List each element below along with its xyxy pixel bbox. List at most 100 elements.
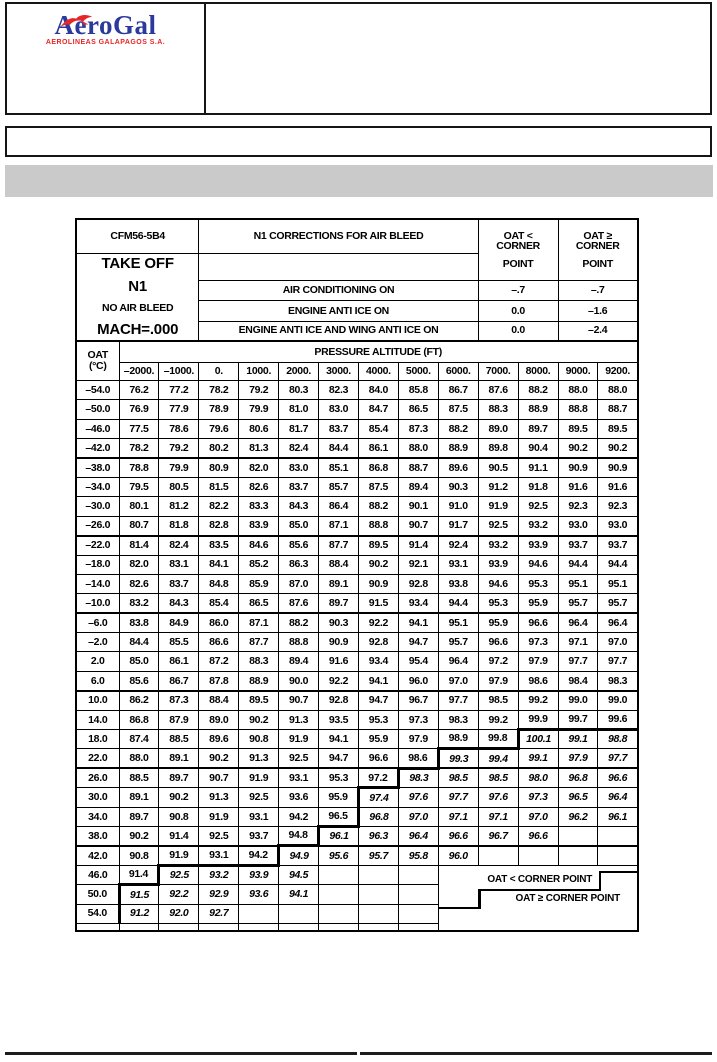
n1-value-cell: 92.8 [397,573,439,595]
n1-value-cell: 95.4 [397,651,439,672]
n1-value-cell: 85.0 [118,651,160,672]
n1-value-cell: 85.5 [158,632,200,653]
n1-value-cell: 92.2 [357,612,399,634]
n1-value-cell: 85.4 [198,593,240,614]
n1-value-cell: 97.2 [357,767,399,789]
n1-value-cell: 90.2 [238,709,280,731]
n1-value-cell: 93.8 [437,573,479,595]
altitude-col-header: 6000. [437,362,479,381]
n1-value-cell: 97.7 [557,651,599,672]
n1-value-cell: 89.7 [517,418,559,440]
table-row: 14.0 86.8 87.9 89.0 90.2 91.3 93.5 95.3 97.3 98.3… [75,709,639,731]
n1-value-cell: 95.1 [597,573,639,595]
n1-value-cell: 95.1 [437,612,479,634]
n1-value-cell [238,903,280,924]
n1-value-cell: 92.9 [198,884,240,905]
n1-value-cell: 96.6 [597,767,639,789]
n1-value-cell: 91.5 [117,883,160,905]
n1-value-cell: 89.6 [437,457,479,478]
n1-value-cell: 89.5 [357,534,399,556]
n1-value-cell: 83.9 [238,515,280,537]
n1-value-cell: 91.9 [477,496,519,517]
n1-value-cell: 87.1 [318,515,359,537]
oat-column-header: OAT (°C) [75,339,120,381]
n1-value-cell: 76.9 [118,399,160,420]
n1-value-cell [397,864,439,886]
correction-label-cell: ENGINE ANTI ICE AND WING ANTI ICE ON [198,320,479,342]
n1-value-cell: 85.4 [357,418,399,440]
oat-ge-line2: CORNER [575,240,620,253]
header-title-cell [206,4,710,113]
table-row: 18.0 87.4 88.5 89.6 90.8 91.9 94.1 95.9 97.9 98.9… [75,728,639,750]
oat-value-cell: –34.0 [75,476,120,498]
n1-value-cell: 91.8 [517,476,559,498]
oat-value-cell: 14.0 [75,709,120,731]
table-row: 34.0 89.7 90.8 91.9 93.1 94.2 96.5 96.8 97.0 97.1… [75,806,639,827]
n1-value-cell [597,825,639,847]
oat-value-cell: 10.0 [75,689,120,711]
n1-value-cell: 83.2 [118,593,160,614]
altitude-col-header: 5000. [397,362,439,381]
table-row: 6.0 85.6 86.7 87.8 88.9 90.0 92.2 94.1 96.0 97.0 9… [75,670,639,692]
table-row: –18.0 82.0 83.1 84.1 85.2 86.3 88.4 90.2 92.1 93.… [75,554,639,575]
n1-value-cell: 87.7 [318,534,359,556]
n1-value-cell: 94.6 [477,573,519,595]
n1-value-cell: 90.2 [557,438,599,459]
n1-value-cell: 88.2 [278,612,320,634]
n1-value-cell: 95.3 [477,593,519,614]
oat-value-cell: 42.0 [75,844,120,866]
n1-value-cell: 86.5 [397,399,439,420]
n1-value-cell: 95.3 [517,573,559,595]
correction-ge-value: –1.6 [557,300,639,322]
n1-value-cell: 90.7 [198,767,240,789]
n1-value-cell: 81.5 [198,476,240,498]
table-row: 2.0 85.0 86.1 87.2 88.3 89.4 91.6 93.4 95.4 96.4 9… [75,651,639,672]
n1-value-cell: 94.5 [278,864,320,886]
n1-value-cell [477,844,519,866]
n1-value-cell: 85.0 [278,515,320,537]
n1-value-cell: 96.4 [397,825,439,847]
n1-value-cell: 87.6 [278,593,320,614]
n1-value-cell: 83.8 [118,612,160,634]
n1-value-cell: 93.7 [557,534,599,556]
n1-value-cell: 96.0 [397,670,439,692]
n1-value-cell: 97.0 [437,670,479,692]
n1-value-cell: 99.7 [557,709,599,731]
n1-value-cell: 98.5 [477,689,519,711]
n1-value-cell: 87.5 [437,399,479,420]
n1-value-cell: 96.6 [437,825,479,847]
n1-value-cell: 94.6 [517,554,559,575]
footer-rule-right [360,1052,712,1055]
n1-value-cell: 95.9 [477,612,519,634]
n1-value-cell [597,844,639,866]
n1-value-cell: 91.9 [198,806,240,827]
table-row: 54.0 91.2 92.0 92.7 [75,903,638,924]
n1-value-cell [318,864,359,886]
n1-value-cell: 87.7 [238,632,280,653]
n1-value-cell: 84.7 [357,399,399,420]
n1-value-cell: 86.7 [158,670,200,692]
n1-value-cell: 89.8 [477,438,519,459]
n1-value-cell: 86.8 [357,457,399,478]
n1-corrections-table: CFM56-5B4 N1 CORRECTIONS FOR AIR BLEED O… [75,218,639,933]
n1-value-cell: 89.4 [397,476,439,498]
altitude-col-header: 2000. [278,362,320,381]
n1-value-cell: 91.3 [238,748,280,769]
table-row: –50.0 76.9 77.9 78.9 79.9 81.0 83.0 84.7 86.5 87.… [75,399,639,420]
n1-value-cell: 96.8 [356,806,399,827]
n1-value-cell: 92.7 [198,903,240,924]
n1-value-cell: 86.1 [158,651,200,672]
blank-cell [118,922,160,932]
n1-value-cell: 89.7 [118,806,160,827]
n1-value-cell: 89.7 [318,593,359,614]
n1-value-cell: 90.0 [278,670,320,692]
n1-value-cell: 78.9 [198,399,240,420]
n1-value-cell: 96.4 [597,612,639,634]
n1-value-cell: 92.5 [238,787,280,808]
n1-value-cell: 83.3 [238,496,280,517]
n1-value-cell: 91.4 [118,864,160,886]
n1-value-cell: 88.7 [397,457,439,478]
n1-value-cell: 85.6 [278,534,320,556]
n1-value-cell: 87.3 [158,689,200,711]
